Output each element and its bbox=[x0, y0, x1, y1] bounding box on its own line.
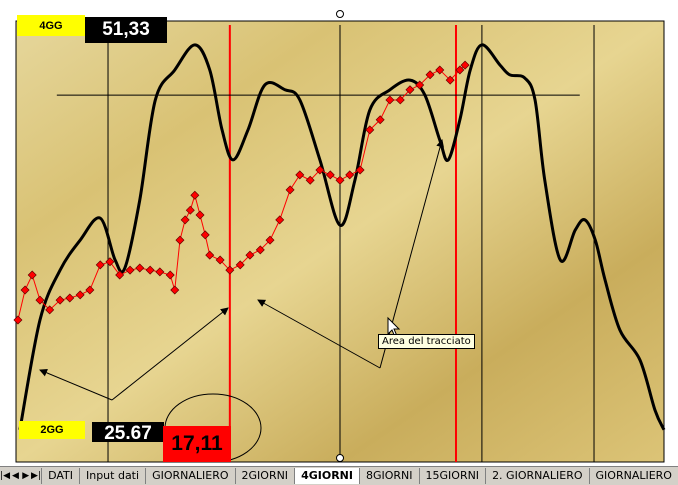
data-point bbox=[435, 65, 445, 75]
data-point bbox=[315, 165, 325, 175]
arrow bbox=[39, 369, 113, 401]
data-point bbox=[190, 190, 200, 200]
data-point bbox=[295, 170, 305, 180]
prev-sheet-icon[interactable]: ◀ bbox=[11, 471, 19, 481]
bottom-tag: 2GG bbox=[19, 421, 85, 439]
next-sheet-icon[interactable]: ▶ bbox=[22, 471, 30, 481]
data-point bbox=[55, 295, 65, 305]
data-point bbox=[165, 270, 175, 280]
data-point bbox=[335, 175, 345, 185]
data-point bbox=[305, 175, 315, 185]
sheet-tabs: |◀ ◀ ▶ ▶| DATI Input dati GIORNALIERO 2GIOR… bbox=[0, 466, 678, 485]
data-point bbox=[245, 250, 255, 260]
tooltip: Area del tracciato bbox=[378, 334, 475, 349]
data-point bbox=[45, 305, 55, 315]
first-sheet-icon[interactable]: |◀ bbox=[0, 471, 11, 481]
data-point bbox=[155, 267, 165, 277]
data-point bbox=[105, 257, 115, 267]
data-point bbox=[65, 293, 75, 303]
data-point bbox=[460, 60, 470, 70]
data-point bbox=[170, 285, 180, 295]
data-point bbox=[135, 263, 145, 273]
data-point bbox=[255, 245, 265, 255]
bottom-value: 25.67 bbox=[92, 422, 164, 442]
data-point bbox=[35, 295, 45, 305]
sheet-tab[interactable]: 15GIORNI bbox=[418, 468, 486, 484]
data-point bbox=[405, 85, 415, 95]
data-point bbox=[205, 250, 215, 260]
resize-handle[interactable] bbox=[336, 10, 344, 18]
sheet-tab[interactable]: Input dati bbox=[78, 468, 145, 484]
arrow bbox=[111, 307, 229, 401]
data-point bbox=[455, 65, 465, 75]
data-point bbox=[175, 235, 185, 245]
data-point bbox=[425, 70, 435, 80]
sheet-tab[interactable]: 4GIORNI bbox=[294, 468, 359, 484]
plot-area[interactable] bbox=[0, 0, 678, 466]
sheet-tab[interactable]: GIORNALIERO bbox=[145, 468, 234, 484]
data-point bbox=[195, 210, 205, 220]
data-point bbox=[185, 205, 195, 215]
data-point bbox=[345, 170, 355, 180]
sheet-tab[interactable]: 2GIORNI bbox=[234, 468, 295, 484]
sheet-tab[interactable]: 2. GIORNALIERO bbox=[485, 468, 588, 484]
data-point bbox=[115, 270, 125, 280]
data-point bbox=[27, 270, 37, 280]
last-sheet-icon[interactable]: ▶| bbox=[30, 471, 41, 481]
highlight-value: 17,11 bbox=[163, 426, 231, 462]
data-point bbox=[265, 235, 275, 245]
data-point bbox=[285, 185, 295, 195]
data-point bbox=[75, 290, 85, 300]
data-point bbox=[13, 315, 23, 325]
data-point bbox=[125, 265, 135, 275]
data-point bbox=[225, 265, 235, 275]
data-point bbox=[415, 80, 425, 90]
data-point bbox=[385, 95, 395, 105]
data-point bbox=[20, 285, 30, 295]
top-tag: 4GG bbox=[17, 15, 85, 36]
data-point bbox=[445, 75, 455, 85]
series-line bbox=[18, 43, 666, 431]
top-value: 51,33 bbox=[85, 17, 167, 43]
data-point bbox=[180, 215, 190, 225]
data-point bbox=[325, 170, 335, 180]
data-point bbox=[95, 260, 105, 270]
sheet-tab[interactable]: DATI bbox=[41, 468, 79, 484]
sheet-tab[interactable]: 8GIORNI bbox=[358, 468, 419, 484]
data-point bbox=[200, 230, 210, 240]
data-point bbox=[375, 115, 385, 125]
data-point bbox=[85, 285, 95, 295]
data-point bbox=[355, 165, 365, 175]
data-point bbox=[275, 215, 285, 225]
data-point bbox=[215, 255, 225, 265]
data-point bbox=[145, 265, 155, 275]
data-point bbox=[395, 95, 405, 105]
data-point bbox=[235, 260, 245, 270]
resize-handle[interactable] bbox=[336, 454, 344, 462]
data-point bbox=[365, 125, 375, 135]
sheet-tab[interactable]: GIORNALIERO bbox=[588, 468, 678, 484]
arrow bbox=[257, 299, 381, 369]
